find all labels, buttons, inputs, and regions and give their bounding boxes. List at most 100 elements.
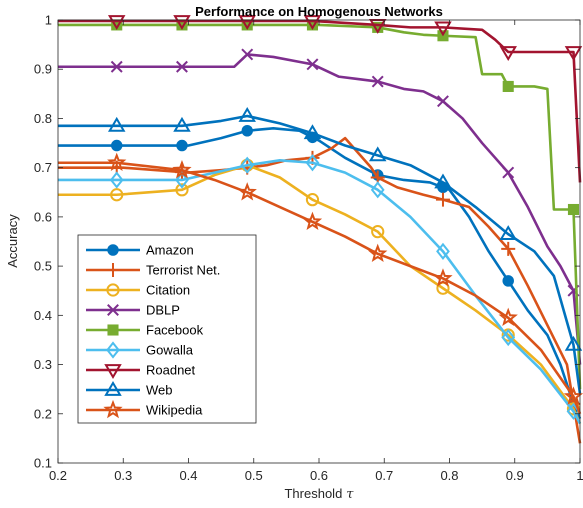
legend-marker-citation [106, 283, 120, 297]
series-point-web [499, 225, 517, 241]
series-point-web [303, 124, 322, 140]
series-line-web [58, 114, 582, 395]
series-point-web [107, 116, 126, 132]
series-point-wikipedia [563, 386, 583, 405]
x-tick-label: 0.2 [49, 468, 67, 483]
legend-marker-terrorist-net [106, 263, 120, 277]
x-tick-label: 0.3 [114, 468, 132, 483]
legend-label: Amazon [146, 243, 194, 258]
legend-marker-dblp [107, 304, 119, 316]
series-point-gowalla [436, 242, 450, 260]
legend-label: Web [146, 383, 173, 398]
x-axis-symbol: τ [346, 487, 354, 502]
legend-marker-web [104, 381, 122, 396]
series-line-wikipedia [58, 161, 582, 415]
series-layer [58, 15, 583, 444]
x-tick-label: 0.5 [245, 468, 263, 483]
legend-item-dblp: DBLP [86, 303, 180, 318]
legend-item-citation: Citation [86, 283, 190, 298]
series-point-wikipedia [107, 152, 127, 171]
y-tick-label: 0.3 [34, 357, 52, 372]
series-line-citation [58, 163, 582, 425]
legend-marker-facebook [107, 324, 119, 336]
series-point-facebook [502, 80, 514, 92]
series-web [58, 107, 583, 395]
tick-layer: 0.2 0.3 0.4 0.5 0.6 0.7 0.8 0.9 10.10.20.30.40.5… [34, 13, 583, 484]
series-line-amazon [58, 126, 582, 420]
series-point-roadnet [173, 15, 191, 30]
legend-label: Terrorist Net. [146, 263, 220, 278]
legend-label: Roadnet [146, 363, 196, 378]
legend-item-web: Web [86, 381, 173, 398]
x-tick-label: 0.7 [375, 468, 393, 483]
series-point-gowalla [175, 171, 189, 189]
series-point-wikipedia [302, 211, 323, 231]
series-point-dblp [306, 58, 319, 71]
y-tick-label: 1 [45, 13, 52, 28]
series-point-web [238, 107, 256, 122]
legend-label: Facebook [146, 323, 204, 338]
x-tick-label: 0.4 [179, 468, 197, 483]
legend-label: Wikipedia [146, 403, 203, 418]
series-wikipedia [58, 152, 583, 415]
legend-marker-wikipedia [103, 399, 123, 419]
series-point-web [564, 335, 583, 351]
series-point-wikipedia [237, 182, 257, 201]
series-point-amazon [241, 125, 253, 137]
series-point-amazon [502, 275, 514, 287]
legend-marker-gowalla [106, 341, 120, 359]
y-tick-label: 0.6 [34, 209, 52, 224]
series-point-roadnet [499, 46, 517, 61]
x-tick-label: 1 [576, 468, 583, 483]
legend-item-facebook: Facebook [86, 323, 204, 338]
series-point-web [368, 146, 387, 162]
series-point-gowalla [305, 154, 320, 172]
series-point-terrorist-net [435, 192, 450, 207]
series-point-citation [371, 225, 385, 239]
y-tick-label: 0.4 [34, 308, 52, 323]
series-point-roadnet [303, 15, 322, 30]
x-axis-label: Threshold [284, 486, 342, 501]
series-point-dblp [437, 95, 449, 108]
legend-marker-amazon [107, 244, 119, 256]
series-point-gowalla [240, 156, 255, 174]
series-point-facebook [567, 203, 580, 216]
series-point-wikipedia [368, 243, 388, 262]
series-roadnet [58, 15, 583, 183]
legend-item-terrorist-net: Terrorist Net. [86, 263, 220, 278]
series-point-roadnet [238, 15, 256, 30]
y-tick-label: 0.8 [34, 111, 52, 126]
y-tick-label: 0.2 [34, 406, 52, 421]
series-point-gowalla [109, 171, 124, 189]
series-line-roadnet [58, 19, 582, 183]
x-tick-label: 0.8 [440, 468, 458, 483]
series-point-roadnet [434, 21, 452, 37]
series-point-dblp [176, 60, 188, 73]
series-point-dblp [371, 75, 384, 88]
legend-label: Gowalla [146, 343, 194, 358]
series-point-gowalla [370, 181, 385, 199]
legend-label: Citation [146, 283, 190, 298]
series-point-wikipedia [433, 268, 453, 287]
series-point-citation [175, 183, 189, 197]
legend-label: DBLP [146, 303, 180, 318]
series-point-amazon [176, 139, 188, 152]
legend-item-wikipedia: Wikipedia [86, 399, 203, 419]
y-axis-title: Accuracy [5, 214, 20, 268]
series-point-wikipedia [498, 307, 518, 326]
series-point-web [434, 173, 452, 189]
series-point-wikipedia [172, 160, 192, 179]
legend-marker-roadnet [104, 364, 122, 379]
series-point-dblp [241, 48, 254, 61]
series-point-citation [110, 188, 124, 202]
x-tick-label: 0.6 [310, 468, 328, 483]
legend-item-gowalla: Gowalla [86, 341, 194, 359]
series-point-gowalla [501, 328, 516, 347]
chart-title: Performance on Homogenous Networks [195, 4, 443, 19]
series-point-amazon [110, 139, 123, 152]
legend: Amazon Terrorist Net. Citation DBLP Facebook… [77, 234, 257, 424]
series-point-citation [305, 193, 320, 207]
series-point-web [173, 116, 191, 132]
x-tick-label: 0.9 [506, 468, 524, 483]
